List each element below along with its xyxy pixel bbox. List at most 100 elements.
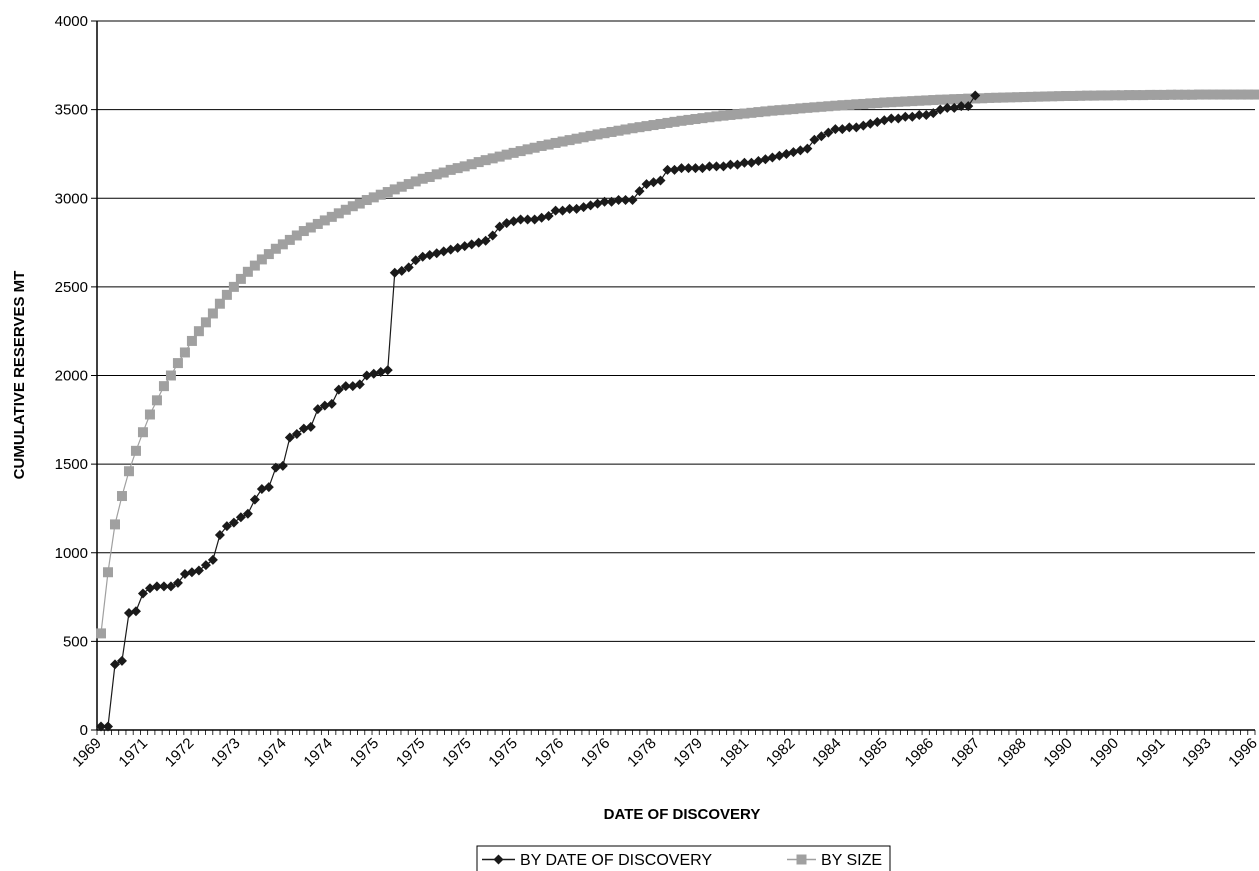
data-point	[417, 251, 428, 262]
data-point	[606, 196, 617, 207]
data-point	[879, 115, 890, 126]
data-point	[634, 186, 645, 197]
y-tick-label: 4000	[55, 13, 88, 30]
data-point	[1208, 89, 1219, 100]
data-point	[585, 200, 596, 211]
data-point	[186, 567, 197, 578]
data-point	[382, 365, 393, 376]
data-point	[823, 127, 834, 138]
data-point	[312, 218, 323, 229]
data-point	[228, 281, 239, 292]
data-point	[802, 143, 813, 154]
data-point	[1201, 89, 1212, 100]
data-point	[662, 164, 673, 175]
data-point	[1194, 89, 1205, 100]
data-point	[907, 96, 918, 107]
data-point	[753, 156, 764, 167]
data-point	[207, 554, 218, 565]
data-point	[928, 95, 939, 106]
data-point	[627, 195, 638, 206]
x-tick-label: 1986	[902, 735, 938, 771]
data-point	[921, 109, 932, 120]
data-point	[1117, 90, 1128, 101]
data-point	[1138, 90, 1149, 101]
data-point	[697, 113, 708, 124]
data-point	[389, 267, 400, 278]
data-point	[872, 117, 883, 128]
data-point	[746, 157, 757, 168]
y-axis-title: CUMULATIVE RESERVES MT	[11, 271, 28, 480]
data-point	[1222, 89, 1233, 100]
data-point	[382, 187, 393, 198]
data-point	[515, 146, 526, 157]
data-point	[956, 101, 967, 112]
data-point	[809, 134, 820, 145]
data-point	[361, 195, 372, 206]
data-point	[886, 97, 897, 108]
data-point	[683, 163, 694, 174]
data-point	[536, 140, 547, 151]
data-point	[907, 111, 918, 122]
data-point	[732, 159, 743, 170]
data-point	[1005, 92, 1016, 103]
data-point	[781, 148, 792, 159]
data-point	[179, 347, 190, 358]
data-point	[816, 101, 827, 112]
data-point	[984, 92, 995, 103]
data-point	[277, 239, 288, 250]
data-point	[501, 218, 512, 229]
data-point	[319, 215, 330, 226]
data-point	[403, 262, 414, 273]
data-point	[158, 381, 169, 392]
data-point	[109, 519, 120, 530]
data-point	[641, 179, 652, 190]
data-point	[235, 273, 246, 284]
data-point	[396, 265, 407, 276]
data-point	[949, 94, 960, 105]
data-point	[466, 159, 477, 170]
data-point	[375, 366, 386, 377]
data-point	[242, 508, 253, 519]
data-point	[725, 159, 736, 170]
data-point	[361, 370, 372, 381]
data-point	[186, 335, 197, 346]
data-point	[543, 139, 554, 150]
data-point	[1166, 89, 1177, 100]
data-point	[1047, 91, 1058, 102]
data-point	[508, 216, 519, 227]
data-point	[900, 111, 911, 122]
data-point	[578, 202, 589, 213]
data-point	[886, 113, 897, 124]
data-point	[137, 427, 148, 438]
data-point	[1019, 92, 1030, 103]
data-point	[326, 211, 337, 222]
data-point	[802, 102, 813, 113]
data-point	[375, 189, 386, 200]
data-point	[914, 109, 925, 120]
y-tick-label: 1000	[55, 545, 88, 562]
data-point	[291, 230, 302, 241]
data-point	[865, 118, 876, 129]
data-point	[571, 203, 582, 214]
x-tick-label: 1969	[69, 735, 105, 771]
data-point	[193, 326, 204, 337]
data-point	[487, 230, 498, 241]
data-point	[774, 105, 785, 116]
data-point	[368, 368, 379, 379]
data-point	[445, 244, 456, 255]
data-point	[1145, 89, 1156, 100]
data-point	[872, 98, 883, 109]
data-point	[704, 161, 715, 172]
data-point	[102, 721, 113, 732]
x-tick-label: 1990	[1040, 735, 1076, 771]
y-tick-label: 3000	[55, 190, 88, 207]
data-point	[221, 289, 232, 300]
data-point	[606, 126, 617, 137]
data-point	[669, 164, 680, 175]
data-point	[291, 428, 302, 439]
data-point	[312, 404, 323, 415]
legend-label-date: BY DATE OF DISCOVERY	[520, 852, 712, 869]
data-point	[620, 124, 631, 135]
data-point	[711, 161, 722, 172]
